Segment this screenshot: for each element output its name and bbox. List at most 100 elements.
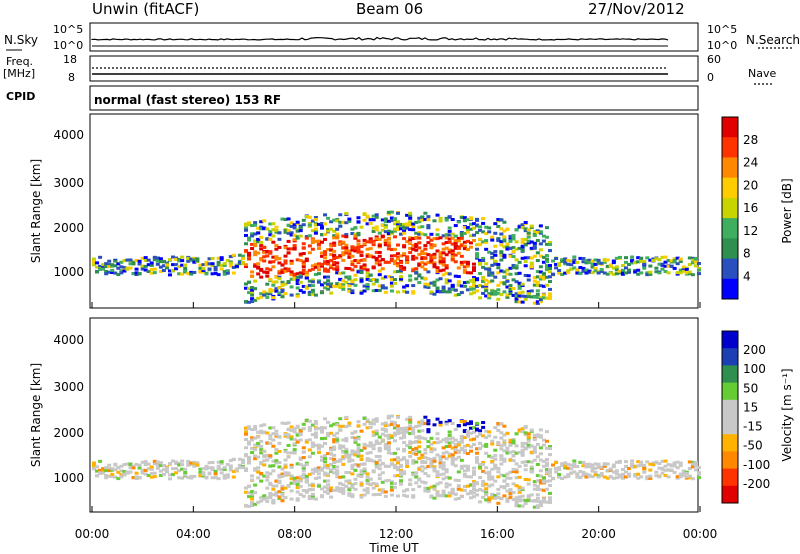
power-cell bbox=[402, 252, 407, 256]
power-cell bbox=[648, 270, 653, 274]
power-cell bbox=[456, 266, 461, 270]
power-cell bbox=[508, 266, 513, 270]
power-cell bbox=[520, 256, 525, 260]
power-cell bbox=[511, 263, 516, 267]
velocity-cell bbox=[259, 444, 264, 448]
power-cell bbox=[271, 234, 276, 238]
power-cell bbox=[353, 236, 358, 240]
velocity-cell bbox=[490, 493, 495, 497]
velocity-cell bbox=[104, 476, 109, 480]
power-cell bbox=[268, 251, 273, 255]
power-cell bbox=[584, 258, 589, 262]
velocity-cell bbox=[490, 467, 495, 471]
velocity-cell bbox=[462, 488, 467, 492]
power-cell bbox=[177, 259, 182, 263]
power-cell bbox=[654, 270, 659, 274]
velocity-cell bbox=[380, 490, 385, 494]
power-cell bbox=[411, 291, 416, 295]
velocity-cell bbox=[386, 441, 391, 445]
power-cell bbox=[432, 292, 437, 296]
power-cell bbox=[107, 265, 112, 269]
velocity-cell bbox=[316, 443, 321, 447]
power-cell bbox=[380, 258, 385, 262]
power-cell bbox=[532, 295, 537, 299]
velocity-cell bbox=[332, 433, 337, 437]
velocity-cell bbox=[274, 432, 279, 436]
velocity-cell bbox=[538, 428, 543, 432]
velocity-cell bbox=[548, 484, 552, 488]
velocity-cell bbox=[423, 456, 428, 460]
power-cell bbox=[484, 284, 489, 288]
power-cell bbox=[468, 245, 473, 249]
power-cell bbox=[365, 253, 370, 257]
velocity-cell bbox=[134, 477, 139, 481]
velocity-cell bbox=[359, 481, 364, 485]
power-cell bbox=[645, 273, 650, 277]
power-cell bbox=[481, 259, 486, 263]
velocity-cell bbox=[508, 443, 513, 447]
velocity-cell bbox=[541, 488, 546, 492]
power-cell bbox=[399, 275, 404, 279]
power-cell bbox=[344, 235, 349, 239]
velocity-cell bbox=[250, 490, 255, 494]
velocity-cell bbox=[478, 432, 483, 436]
power-cell bbox=[368, 278, 373, 282]
velocity-cell bbox=[453, 443, 458, 447]
velocity-cell bbox=[563, 461, 568, 465]
velocity-cell bbox=[645, 475, 650, 479]
power-cell bbox=[465, 262, 470, 266]
velocity-cell bbox=[414, 449, 419, 453]
power-cell bbox=[453, 288, 458, 292]
velocity-cell bbox=[453, 492, 458, 496]
velocity-cell bbox=[654, 470, 659, 474]
velocity-cell bbox=[237, 465, 242, 469]
power-cell bbox=[289, 259, 294, 263]
velocity-cell bbox=[380, 471, 385, 475]
velocity-cell bbox=[587, 465, 592, 469]
velocity-cell bbox=[274, 484, 279, 488]
power-cell bbox=[329, 242, 334, 246]
velocity-cell bbox=[611, 470, 616, 474]
velocity-cell bbox=[313, 467, 318, 471]
power-cell bbox=[320, 233, 324, 237]
power-cell bbox=[541, 284, 546, 288]
power-cell bbox=[244, 300, 248, 304]
power-cell bbox=[353, 273, 358, 277]
power-cell bbox=[262, 270, 267, 274]
power-cell bbox=[593, 258, 598, 262]
velocity-cell bbox=[353, 438, 358, 442]
power-cell bbox=[611, 261, 616, 265]
power-cell bbox=[98, 255, 103, 259]
velocity-cell bbox=[158, 473, 163, 477]
velocity-cell bbox=[140, 471, 145, 475]
power-cell bbox=[268, 250, 273, 254]
power-cell bbox=[316, 222, 321, 226]
power-cell bbox=[636, 272, 641, 276]
power-cell bbox=[535, 289, 540, 293]
velocity-cell bbox=[207, 461, 212, 465]
power-cell bbox=[429, 281, 434, 285]
velocity-cell bbox=[320, 495, 324, 499]
velocity-cell bbox=[484, 466, 489, 470]
velocity-cell bbox=[651, 463, 656, 467]
velocity-cell bbox=[590, 469, 595, 473]
velocity-cell bbox=[432, 487, 437, 491]
power-cell bbox=[228, 261, 233, 265]
power-cell bbox=[310, 290, 315, 294]
velocity-cell bbox=[152, 459, 157, 463]
velocity-cell bbox=[435, 437, 440, 441]
velocity-cell bbox=[496, 470, 501, 474]
power-cell bbox=[611, 266, 616, 270]
velocity-cell bbox=[149, 465, 154, 469]
power-cell bbox=[429, 256, 434, 260]
velocity-cell bbox=[335, 460, 340, 464]
power-cell bbox=[225, 269, 230, 273]
power-cell bbox=[326, 275, 331, 279]
velocity-cell bbox=[310, 482, 315, 486]
power-cell bbox=[478, 261, 483, 265]
power-cell bbox=[347, 219, 352, 223]
power-cell bbox=[392, 227, 397, 231]
power-cell bbox=[426, 260, 431, 264]
power-cell bbox=[280, 295, 285, 299]
